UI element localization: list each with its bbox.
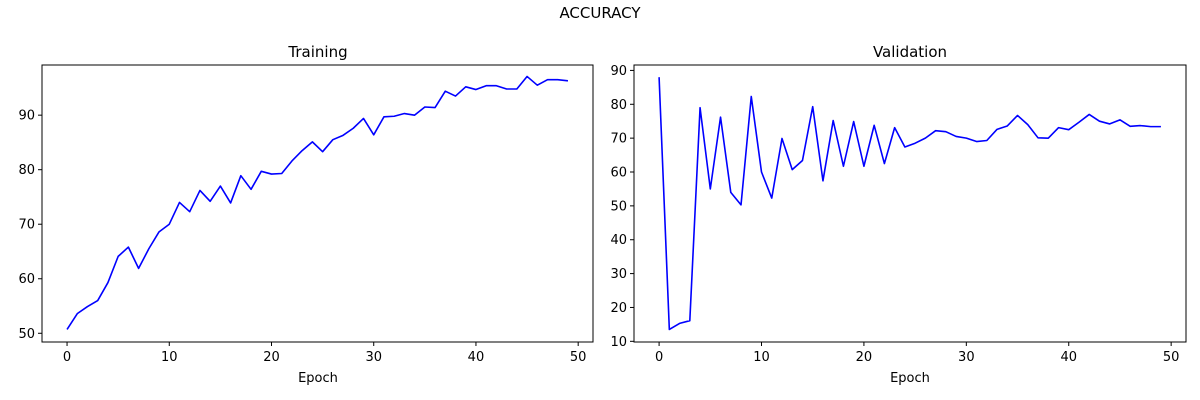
validation-y-tick-label: 40 [610,233,627,248]
validation-x-tick-label: 20 [856,350,873,365]
validation-y-tick-label: 60 [610,166,627,181]
validation-y-tick-label: 10 [610,335,627,350]
training-axes-frame [41,64,594,343]
training-chart-title: Training [287,43,347,61]
validation-series-line [658,77,1161,331]
figure-title: ACCURACY [559,4,641,22]
training-x-tick-label: 10 [161,350,178,365]
training-y-tick-label: 60 [18,272,35,287]
validation-y-tick-label: 50 [610,199,627,214]
training-x-tick-label: 20 [263,350,280,365]
training-y-tick-label: 90 [18,109,35,124]
validation-x-tick-label: 40 [1060,350,1077,365]
validation-chart-title: Validation [873,43,947,61]
training-x-axis-label: Epoch [298,371,338,386]
validation-x-tick-label: 30 [958,350,975,365]
training-x-tick-label: 50 [570,350,587,365]
validation-x-tick-label: 0 [655,350,663,365]
training-y-tick-label: 50 [18,327,35,342]
training-x-tick-label: 40 [468,350,485,365]
validation-x-axis-label: Epoch [890,371,930,386]
validation-y-tick-label: 90 [610,64,627,79]
training-y-tick-label: 70 [18,218,35,233]
validation-x-tick-label: 50 [1163,350,1180,365]
training-x-tick-label: 0 [63,350,71,365]
validation-axes-frame [633,64,1187,343]
training-y-tick-label: 80 [18,163,35,178]
training-chart: Training Epoch 0 10 20 30 40 50 50 60 70 80 90 [18,43,594,386]
validation-chart: Validation Epoch 0 10 20 30 40 50 10 20 30 40 50 60… [610,43,1187,386]
validation-x-tick-label: 10 [753,350,770,365]
training-series-line [66,75,569,330]
validation-y-tick-label: 70 [610,132,627,147]
validation-y-tick-label: 20 [610,301,627,316]
validation-y-tick-label: 30 [610,267,627,282]
validation-y-tick-label: 80 [610,98,627,113]
training-x-tick-label: 30 [365,350,382,365]
